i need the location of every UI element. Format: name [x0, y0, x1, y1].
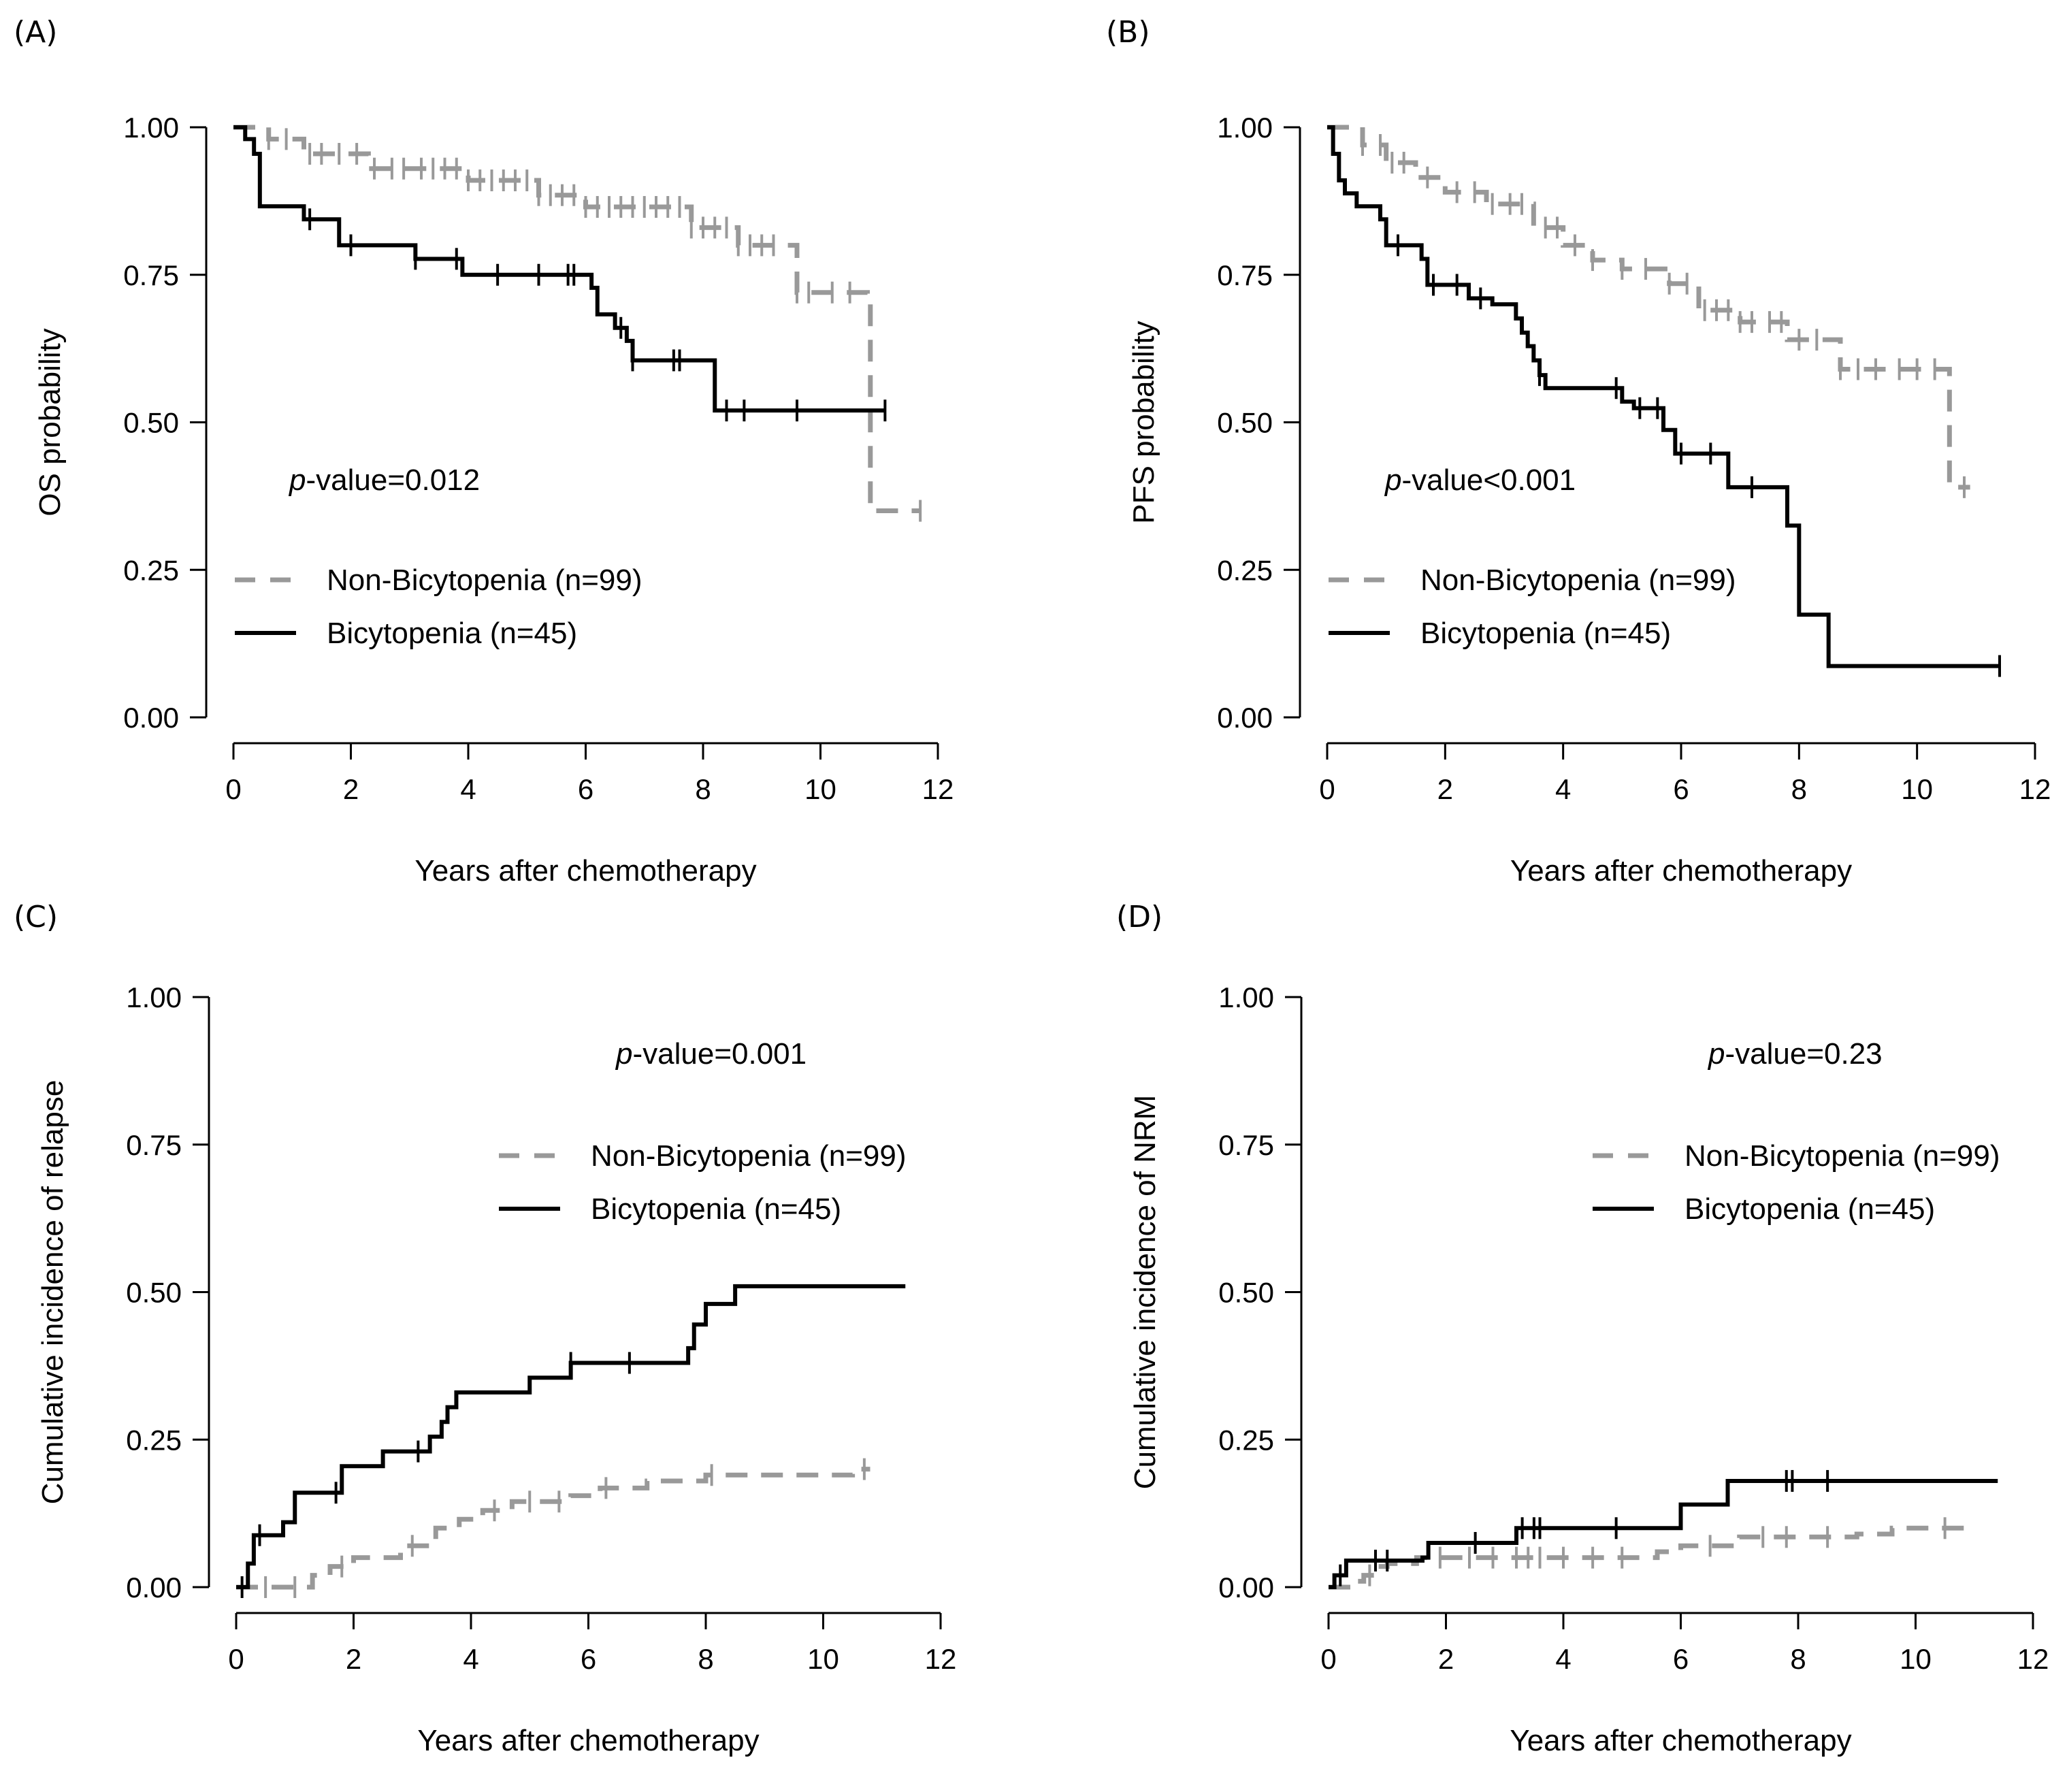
legend-label: Bicytopenia (n=45) — [1684, 1192, 1935, 1226]
x-tick-label: 12 — [2019, 773, 2051, 805]
x-tick-label: 10 — [1901, 773, 1933, 805]
y-axis-title: PFS probability — [1127, 321, 1160, 523]
x-tick-label: 0 — [225, 773, 241, 805]
legend-label: Bicytopenia (n=45) — [327, 617, 577, 650]
x-tick-label: 4 — [460, 773, 476, 805]
series-line — [236, 1467, 870, 1590]
y-tick-label: 0.25 — [1218, 1424, 1274, 1456]
x-tick-label: 2 — [1438, 1643, 1454, 1675]
panel-label: (C) — [14, 900, 58, 934]
x-tick-label: 2 — [1437, 773, 1453, 805]
p-value-annotation: p-value<0.001 — [1384, 463, 1576, 497]
y-tick-label: 0.75 — [1218, 1129, 1274, 1161]
y-tick-label: 0.75 — [1217, 259, 1273, 291]
y-tick-label: 1.00 — [123, 112, 179, 144]
y-tick-label: 0.50 — [1218, 1277, 1274, 1309]
x-tick-label: 10 — [804, 773, 836, 805]
series-line — [236, 1284, 906, 1589]
x-tick-label: 6 — [1673, 773, 1689, 805]
x-tick-label: 6 — [1673, 1643, 1689, 1675]
series-non-bicytopenia — [236, 1458, 870, 1598]
series-non-bicytopenia — [233, 125, 922, 522]
series-bicytopenia — [236, 1284, 906, 1598]
y-axis-title: Cumulative incidence of relapse — [36, 1080, 69, 1505]
p-value-annotation: p-value=0.012 — [288, 463, 480, 497]
series-line — [1329, 1525, 1974, 1590]
legend-label: Non-Bicytopenia (n=99) — [1420, 564, 1736, 597]
x-tick-label: 4 — [463, 1643, 478, 1675]
series-non-bicytopenia — [1327, 125, 1970, 498]
x-axis-title: Years after chemotherapy — [1510, 1724, 1851, 1757]
x-tick-label: 2 — [346, 1643, 361, 1675]
y-tick-label: 0.25 — [123, 554, 179, 586]
x-tick-label: 12 — [922, 773, 954, 805]
x-tick-label: 4 — [1555, 773, 1571, 805]
x-tick-label: 8 — [1791, 773, 1807, 805]
x-tick-label: 0 — [228, 1643, 244, 1675]
x-tick-label: 12 — [925, 1643, 957, 1675]
legend-label: Non-Bicytopenia (n=99) — [1684, 1139, 2000, 1173]
legend: Non-Bicytopenia (n=99) Bicytopenia (n=45) — [1593, 1139, 2000, 1226]
x-tick-label: 8 — [695, 773, 711, 805]
legend: Non-Bicytopenia (n=99) Bicytopenia (n=45) — [1329, 564, 1736, 650]
y-tick-label: 0.50 — [126, 1277, 182, 1309]
p-value-annotation: p-value=0.001 — [615, 1037, 807, 1071]
legend: Non-Bicytopenia (n=99) Bicytopenia (n=45) — [235, 564, 642, 650]
series-line — [1327, 125, 2000, 668]
y-tick-label: 0.00 — [123, 702, 179, 734]
y-tick-label: 1.00 — [1217, 112, 1273, 144]
y-tick-label: 0.50 — [1217, 407, 1273, 439]
x-tick-label: 0 — [1319, 773, 1335, 805]
y-tick-label: 0.00 — [126, 1571, 182, 1603]
y-axis-title: Cumulative incidence of NRM — [1128, 1095, 1162, 1490]
x-tick-label: 6 — [578, 773, 593, 805]
y-tick-label: 0.00 — [1218, 1571, 1274, 1603]
chart-panel-4: (D) 0.00 0.25 0.50 0.75 1.00 0 2 4 6 8 10 12 Years af… — [1116, 900, 2049, 1757]
series-line — [1327, 125, 1970, 490]
chart-panel-1: (A) 0.00 0.25 0.50 0.75 1.00 0 2 4 6 8 10 12 Years af… — [14, 15, 954, 887]
legend-label: Non-Bicytopenia (n=99) — [591, 1139, 906, 1173]
x-tick-label: 8 — [1790, 1643, 1806, 1675]
y-tick-label: 1.00 — [1218, 981, 1274, 1013]
legend-label: Bicytopenia (n=45) — [591, 1192, 841, 1226]
x-tick-label: 6 — [581, 1643, 596, 1675]
series-line — [1329, 1478, 1998, 1589]
x-axis-title: Years after chemotherapy — [1510, 854, 1852, 887]
legend: Non-Bicytopenia (n=99) Bicytopenia (n=45) — [499, 1139, 906, 1226]
series-line — [233, 125, 921, 514]
y-tick-label: 0.75 — [123, 259, 179, 291]
series-line — [233, 125, 885, 413]
y-tick-label: 0.00 — [1217, 702, 1273, 734]
panel-label: (B) — [1106, 15, 1150, 50]
x-axis-title: Years after chemotherapy — [414, 854, 756, 887]
panel-label: (A) — [14, 15, 57, 50]
y-tick-label: 0.25 — [126, 1424, 182, 1456]
x-tick-label: 8 — [698, 1643, 713, 1675]
series-bicytopenia — [1329, 1469, 1998, 1589]
x-axis-title: Years after chemotherapy — [417, 1724, 759, 1757]
chart-panel-2: (B) 0.00 0.25 0.50 0.75 1.00 0 2 4 6 8 10 12 Years af… — [1106, 15, 2051, 887]
y-axis-title: OS probability — [33, 328, 67, 516]
p-value-annotation: p-value=0.23 — [1707, 1037, 1883, 1071]
panel-label: (D) — [1116, 900, 1162, 934]
x-tick-label: 12 — [2017, 1643, 2049, 1675]
x-tick-label: 0 — [1320, 1643, 1336, 1675]
y-tick-label: 0.50 — [123, 407, 179, 439]
legend-label: Bicytopenia (n=45) — [1420, 617, 1671, 650]
series-non-bicytopenia — [1329, 1517, 1974, 1590]
x-tick-label: 2 — [343, 773, 359, 805]
x-tick-label: 10 — [807, 1643, 839, 1675]
series-bicytopenia — [1327, 125, 2001, 677]
y-tick-label: 1.00 — [126, 981, 182, 1013]
series-bicytopenia — [233, 125, 887, 422]
chart-panel-3: (C) 0.00 0.25 0.50 0.75 1.00 0 2 4 6 8 10 12 Years af… — [14, 900, 956, 1757]
legend-label: Non-Bicytopenia (n=99) — [327, 564, 642, 597]
y-tick-label: 0.25 — [1217, 554, 1273, 586]
x-tick-label: 4 — [1555, 1643, 1571, 1675]
x-tick-label: 10 — [1900, 1643, 1932, 1675]
y-tick-label: 0.75 — [126, 1129, 182, 1161]
